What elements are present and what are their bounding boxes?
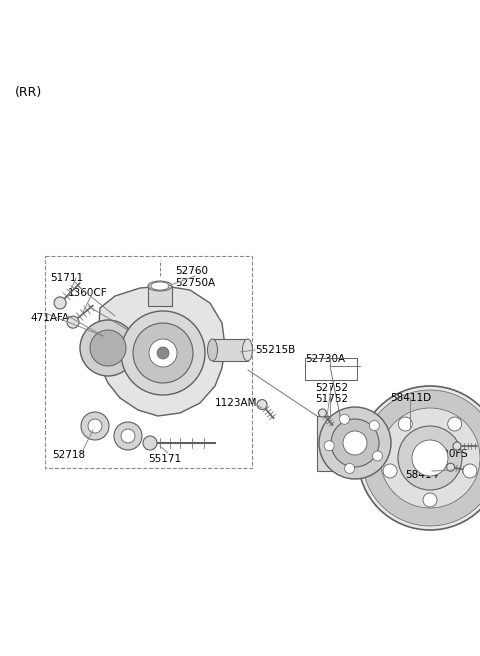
Ellipse shape (148, 281, 172, 291)
Text: 51711: 51711 (50, 273, 83, 283)
Text: 1360CF: 1360CF (68, 288, 108, 298)
Text: 52750A: 52750A (175, 278, 215, 288)
Circle shape (324, 441, 334, 451)
Circle shape (331, 419, 379, 467)
Circle shape (319, 407, 391, 479)
Bar (213, 339, 248, 361)
Circle shape (345, 463, 355, 474)
Circle shape (67, 316, 79, 328)
Circle shape (453, 442, 461, 450)
Circle shape (90, 330, 126, 366)
Circle shape (133, 323, 193, 383)
Circle shape (369, 420, 379, 430)
Circle shape (88, 419, 102, 433)
Circle shape (257, 400, 267, 409)
Text: 471AFA: 471AFA (30, 313, 69, 323)
Circle shape (398, 417, 412, 431)
Text: 52760: 52760 (175, 266, 208, 276)
Circle shape (362, 390, 480, 526)
Text: 58414: 58414 (405, 470, 438, 480)
Circle shape (157, 347, 169, 359)
Circle shape (398, 426, 462, 490)
Text: 52752: 52752 (315, 383, 348, 393)
Text: 52718: 52718 (52, 450, 85, 460)
Circle shape (343, 431, 367, 455)
Circle shape (358, 386, 480, 530)
Circle shape (149, 339, 177, 367)
Ellipse shape (151, 282, 169, 290)
Circle shape (372, 451, 383, 461)
Circle shape (383, 464, 397, 478)
Bar (305, 358, 357, 380)
Circle shape (448, 417, 462, 431)
Circle shape (463, 464, 477, 478)
Text: 55171: 55171 (148, 454, 181, 464)
Text: 52730A: 52730A (305, 354, 345, 364)
Polygon shape (98, 286, 225, 416)
Text: (RR): (RR) (15, 86, 42, 99)
Text: 1123AM: 1123AM (215, 398, 257, 408)
Text: 51752: 51752 (315, 394, 348, 404)
Ellipse shape (207, 339, 217, 361)
Circle shape (380, 408, 480, 508)
Text: 58411D: 58411D (390, 393, 431, 403)
Circle shape (80, 320, 136, 376)
Circle shape (423, 493, 437, 507)
Circle shape (121, 429, 135, 443)
Circle shape (81, 412, 109, 440)
Bar (148, 286, 172, 306)
Circle shape (412, 440, 448, 476)
Circle shape (114, 422, 142, 450)
Circle shape (318, 409, 326, 417)
Text: 55215B: 55215B (255, 345, 295, 355)
Bar (317, 415, 347, 470)
Circle shape (446, 463, 455, 471)
Text: 1220FS: 1220FS (430, 449, 469, 459)
Circle shape (121, 311, 205, 395)
Circle shape (143, 436, 157, 450)
Bar (45, 256, 252, 468)
Circle shape (54, 297, 66, 309)
Ellipse shape (242, 339, 252, 361)
Circle shape (339, 414, 349, 424)
